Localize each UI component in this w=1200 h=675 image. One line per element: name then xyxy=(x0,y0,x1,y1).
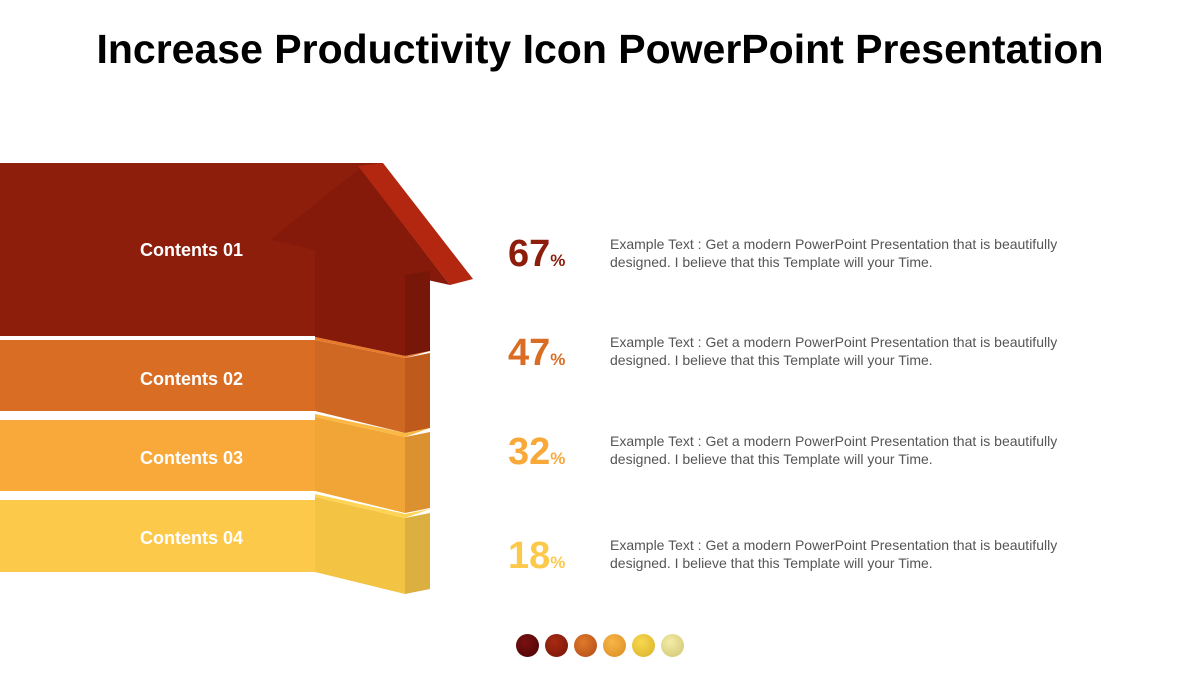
band-3-angled xyxy=(315,417,405,513)
palette-dot xyxy=(632,634,655,657)
band-4-angled xyxy=(315,497,405,594)
palette-dot xyxy=(661,634,684,657)
band-2-side xyxy=(405,353,430,433)
description-1: Example Text : Get a modern PowerPoint P… xyxy=(610,236,1058,270)
band-label-3: Contents 03 xyxy=(140,448,244,468)
color-palette-dots xyxy=(516,634,684,657)
palette-dot xyxy=(545,634,568,657)
description-3: Example Text : Get a modern PowerPoint P… xyxy=(610,433,1058,467)
arrow-stem-side xyxy=(405,271,430,356)
slide-title: Increase Productivity Icon PowerPoint Pr… xyxy=(96,26,1104,72)
band-4-front xyxy=(0,500,315,572)
band-label-2: Contents 02 xyxy=(140,369,244,389)
palette-dot xyxy=(603,634,626,657)
percent-2: 47% xyxy=(508,332,566,374)
percent-4: 18% xyxy=(508,535,566,577)
arrow-head-bevel xyxy=(358,163,473,285)
band-4-side xyxy=(405,513,430,594)
percent-1: 67% xyxy=(508,233,566,275)
palette-dot xyxy=(574,634,597,657)
description-2: Example Text : Get a modern PowerPoint P… xyxy=(610,334,1058,368)
band-label-1: Contents 01 xyxy=(140,240,244,260)
band-3-side xyxy=(405,432,430,513)
band-3-front xyxy=(0,420,315,491)
band-2-angled xyxy=(315,340,405,433)
palette-dot xyxy=(516,634,539,657)
band-label-4: Contents 04 xyxy=(140,528,244,548)
description-4: Example Text : Get a modern PowerPoint P… xyxy=(610,537,1058,571)
percent-3: 32% xyxy=(508,431,566,473)
band-2-front xyxy=(0,340,315,411)
